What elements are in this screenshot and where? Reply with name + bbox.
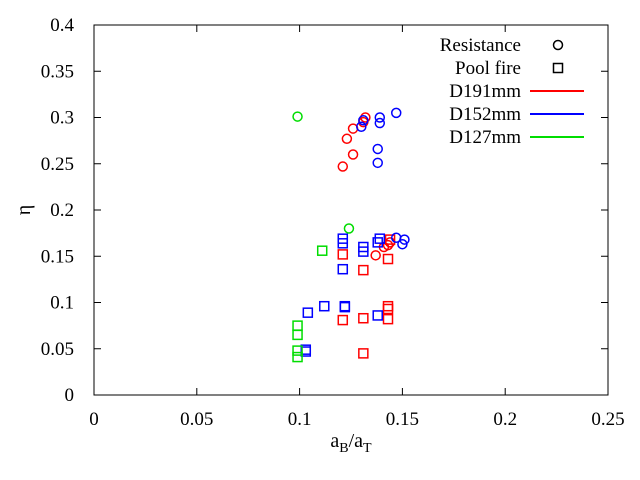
legend-label: D127mm [449,127,521,148]
x-axis-title-sep: /a [349,430,364,452]
y-tick-label: 0 [65,385,75,406]
data-point-square [337,249,349,260]
data-point-circle [356,121,367,132]
y-tick-label: 0.25 [41,154,74,175]
data-point-square [292,329,303,341]
data-point-square [382,300,394,312]
legend-label: Pool fire [455,58,521,79]
data-point-square [358,348,369,359]
data-point-circle [347,149,359,160]
legend-label: D191mm [449,81,521,102]
y-axis-title: η [13,205,35,215]
x-axis-title-sub-t: T [363,441,372,456]
x-axis-title: aB/aT [330,430,372,456]
legend-label: Resistance [440,35,521,56]
y-tick-label: 0.4 [50,15,74,36]
x-tick-label: 0.1 [288,409,312,430]
data-point-square [337,233,349,244]
data-point-circle [343,223,355,234]
data-point-square [358,241,369,253]
x-axis-title-main: a [330,430,339,452]
data-point-circle [292,111,303,122]
axis-ticks [93,24,609,396]
data-point-circle [382,239,394,251]
x-tick-label: 0.2 [493,409,517,430]
x-tick-label: 0.25 [591,409,624,430]
data-point-circle [374,117,386,129]
data-point-circle [372,143,383,155]
data-point-square [316,245,328,256]
legend-square-icon [552,62,564,74]
y-tick-label: 0.3 [50,108,74,129]
data-point-square [372,310,383,321]
data-points [292,107,410,363]
data-point-square [339,301,351,313]
data-point-circle [372,157,383,169]
data-point-square [292,351,303,363]
data-point-square [358,312,369,324]
data-point-square [382,313,394,325]
data-point-square [337,263,349,275]
x-tick-label: 0.15 [386,409,419,430]
data-point-circle [390,107,402,119]
axis-tick-labels: 0 0.05 0.1 0.15 0.2 0.25 0 0.05 0.1 0.15 0.2 0.25 0.… [41,15,625,430]
data-point-circle [399,234,410,245]
data-point-square [319,300,330,312]
data-point-square [292,345,303,356]
data-point-square [292,320,303,331]
legend-circle-icon [552,39,564,51]
data-point-square [300,346,312,357]
data-point-square [382,303,394,315]
y-tick-label: 0.15 [41,246,74,267]
y-tick-label: 0.05 [41,339,74,360]
x-tick-label: 0.05 [180,409,213,430]
data-point-square [382,253,394,265]
data-point-circle [358,115,369,126]
data-point-square [372,237,383,248]
plot-frame [93,24,609,396]
x-axis-title-sub-b: B [339,441,348,456]
data-point-square [337,314,349,326]
data-point-square [358,264,369,276]
data-point-square [374,233,386,244]
data-point-square [302,307,314,318]
y-tick-label: 0.35 [41,61,74,82]
y-tick-label: 0.1 [50,293,74,314]
x-tick-label: 0 [89,409,99,430]
data-point-circle [370,250,381,261]
data-point-circle [384,237,396,248]
data-point-circle [360,112,371,123]
y-tick-label: 0.2 [50,200,74,221]
data-point-circle [337,161,349,172]
data-point-circle [374,112,386,123]
data-point-square [384,234,396,245]
data-point-circle [341,133,353,145]
legend-label: D152mm [449,104,521,125]
